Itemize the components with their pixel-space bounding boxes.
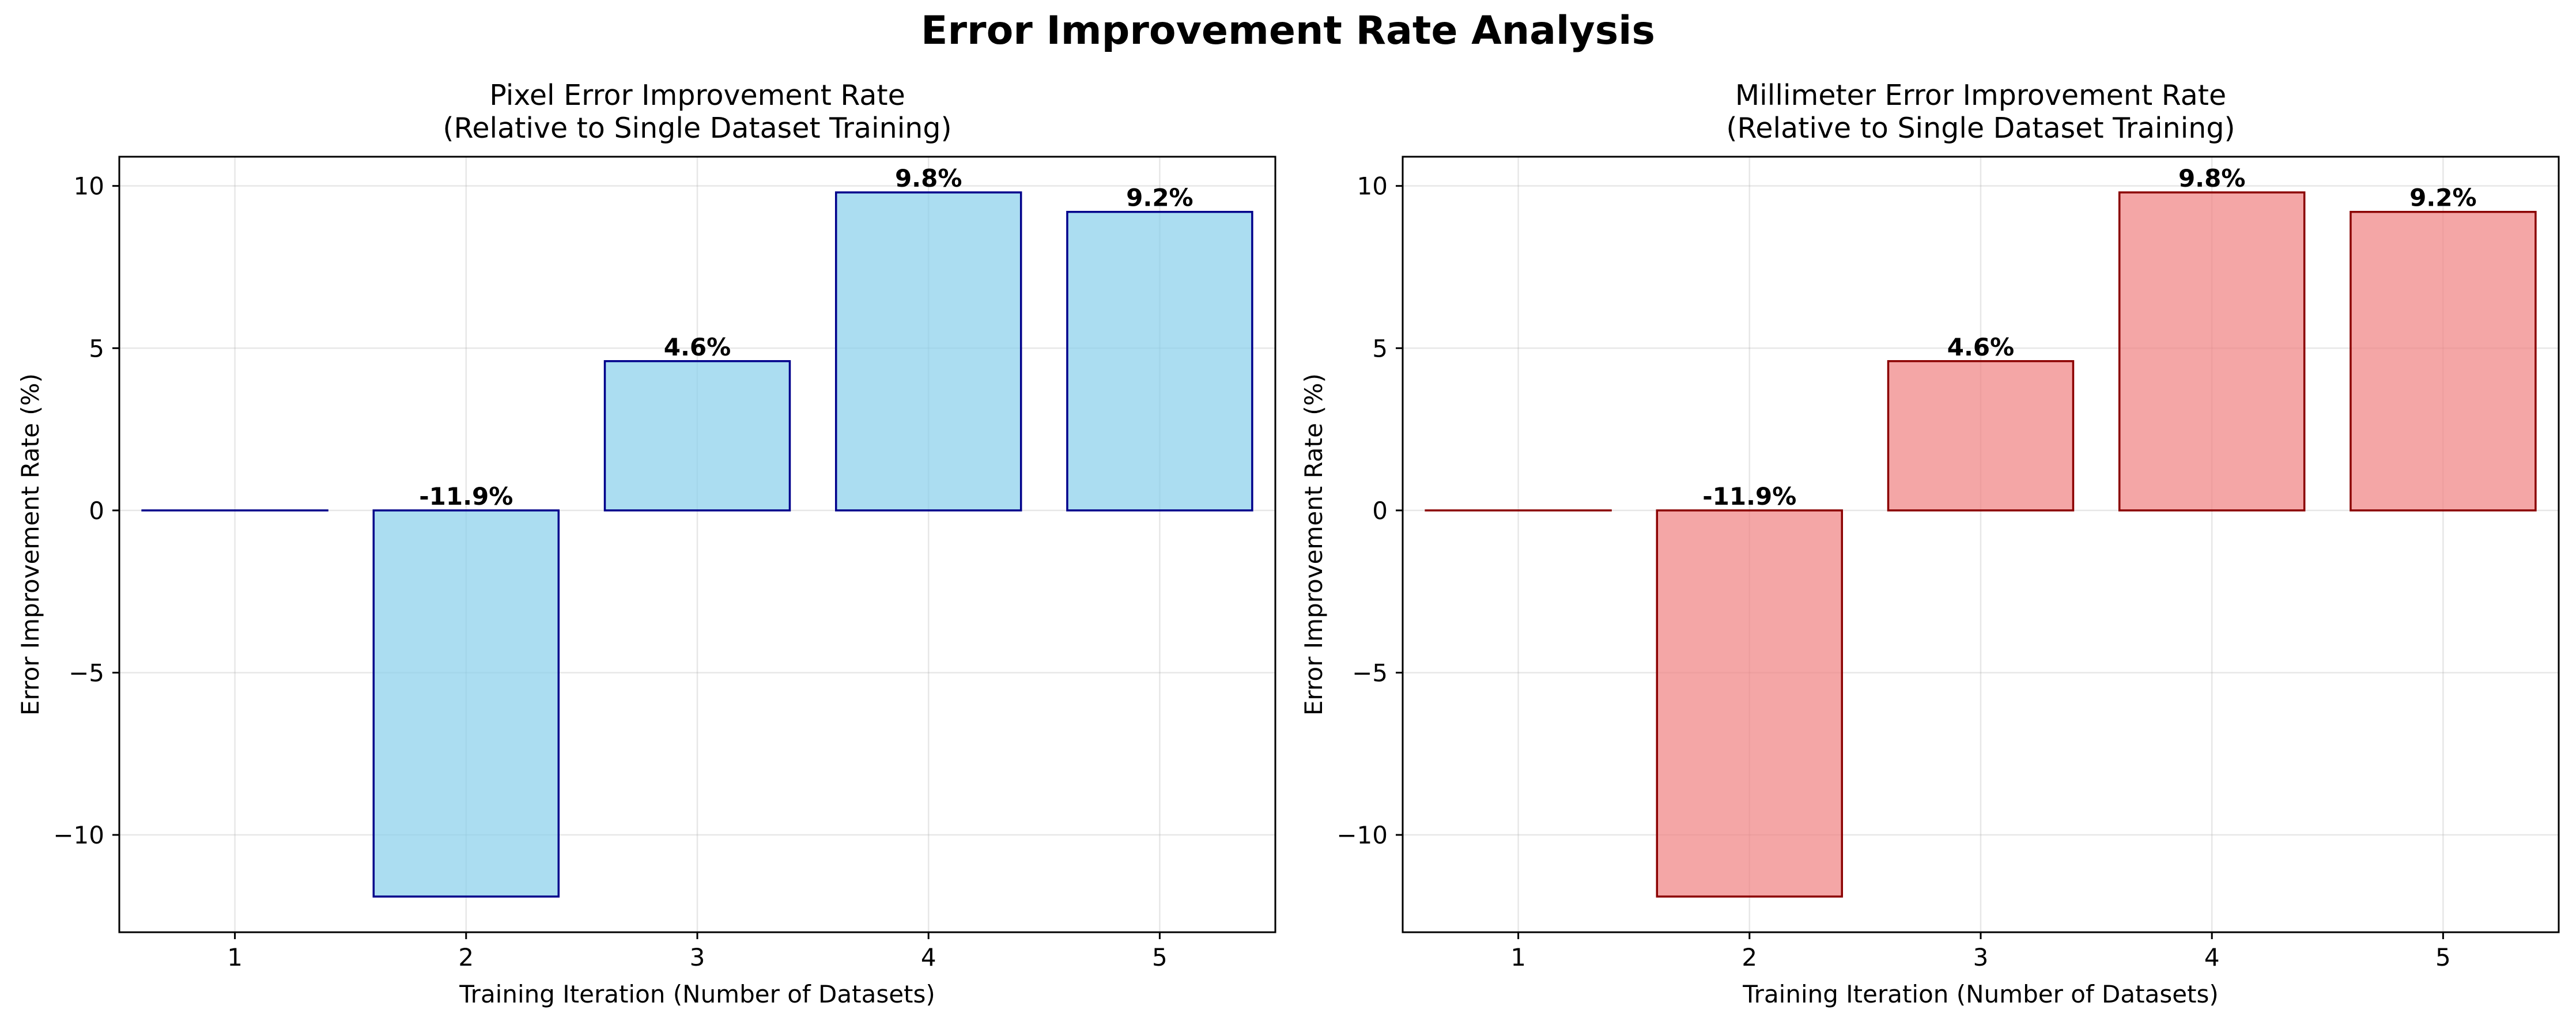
pixel-y-axis-label: Error Improvement Rate (%): [16, 373, 44, 716]
millimeter-y-axis-label: Error Improvement Rate (%): [1300, 373, 1328, 716]
pixel-ytick-label-0: 0: [89, 497, 104, 525]
pixel-xtick-label-1: 1: [227, 943, 243, 971]
millimeter-value-label-2: -11.9%: [1702, 482, 1796, 510]
millimeter-value-label-5: 9.2%: [2409, 184, 2476, 212]
pixel-xtick-label-2: 2: [458, 943, 474, 971]
millimeter-value-label-3: 4.6%: [1947, 333, 2014, 361]
millimeter-xtick-label-1: 1: [1510, 943, 1526, 971]
pixel-bar-3: [603, 360, 791, 512]
figure-title: Error Improvement Rate Analysis: [921, 8, 1655, 54]
millimeter-error-chart: -11.9% 4.6% 9.8% 9.2% 1 2 3 4 5 −10 −5 0 5 10 Training…: [1300, 79, 2560, 1008]
millimeter-ytick-label--10: −10: [1336, 821, 1388, 849]
millimeter-xtick-label-5: 5: [2435, 943, 2451, 971]
pixel-ytick-label-5: 5: [89, 334, 104, 362]
pixel-xtick-label-5: 5: [1152, 943, 1168, 971]
millimeter-bar-3: [1887, 360, 2075, 512]
millimeter-chart-title-line-1: Millimeter Error Improvement Rate: [1735, 79, 2226, 112]
pixel-chart-title-line-2: (Relative to Single Dataset Training): [443, 112, 951, 145]
millimeter-chart-title-line-2: (Relative to Single Dataset Training): [1726, 112, 2235, 145]
pixel-ytick-label-10: 10: [74, 172, 104, 201]
pixel-ytick-label--10: −10: [53, 821, 104, 849]
millimeter-ytick-label-5: 5: [1372, 334, 1388, 362]
millimeter-bar-2: [1656, 509, 1844, 898]
pixel-bar-2: [372, 509, 560, 898]
pixel-value-label-2: -11.9%: [419, 482, 513, 510]
pixel-xtick-label-3: 3: [690, 943, 705, 971]
pixel-ytick-label--5: −5: [69, 659, 104, 687]
millimeter-ytick-label-0: 0: [1372, 497, 1388, 525]
millimeter-bar-5: [2350, 210, 2537, 512]
pixel-value-label-3: 4.6%: [664, 333, 731, 361]
millimeter-ytick-label--5: −5: [1352, 659, 1388, 687]
millimeter-value-label-4: 9.8%: [2178, 164, 2245, 192]
pixel-x-axis-label: Training Iteration (Number of Datasets): [459, 980, 935, 1008]
millimeter-ytick-label-10: 10: [1357, 172, 1388, 201]
millimeter-xtick-label-3: 3: [1973, 943, 1989, 971]
pixel-error-chart: -11.9% 4.6% 9.8% 9.2% 1 2 3 4 5 −10 −5 0 5 10 Training…: [16, 79, 1276, 1008]
millimeter-xtick-label-2: 2: [1742, 943, 1757, 971]
pixel-value-label-4: 9.8%: [895, 164, 962, 192]
millimeter-x-axis-label: Training Iteration (Number of Datasets): [1742, 980, 2219, 1008]
pixel-bar-4: [834, 191, 1022, 512]
pixel-value-label-5: 9.2%: [1126, 184, 1193, 212]
millimeter-bar-4: [2118, 191, 2306, 512]
pixel-bar-5: [1066, 210, 1253, 512]
millimeter-xtick-label-4: 4: [2204, 943, 2220, 971]
pixel-chart-title-line-1: Pixel Error Improvement Rate: [489, 79, 905, 112]
pixel-xtick-label-4: 4: [921, 943, 936, 971]
